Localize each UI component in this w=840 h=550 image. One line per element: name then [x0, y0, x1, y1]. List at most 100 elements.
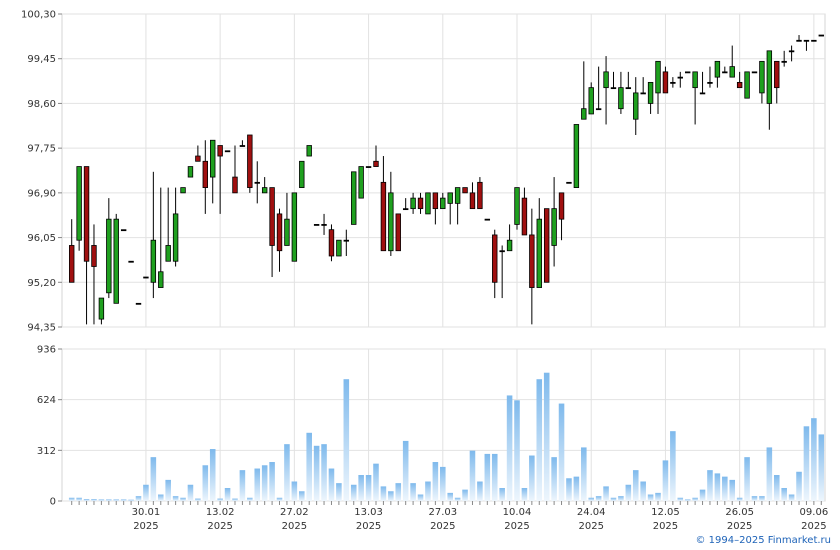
- volume-bar: [581, 447, 587, 501]
- candle: [662, 66, 669, 94]
- candle-body: [180, 187, 186, 194]
- candle: [484, 218, 491, 221]
- price-tick-label: 94,35: [27, 323, 56, 334]
- volume-bar: [328, 468, 335, 501]
- volume-bar: [447, 492, 453, 501]
- candle: [558, 192, 565, 241]
- candle: [736, 71, 743, 89]
- volume-bar: [269, 462, 275, 501]
- volume-bar: [647, 494, 654, 501]
- candle-body: [640, 92, 646, 95]
- volume-bar: [76, 497, 82, 501]
- candle: [83, 166, 90, 325]
- candle-body: [417, 197, 424, 210]
- volume-bar: [217, 498, 223, 501]
- year-tick-label: 2025: [578, 521, 603, 532]
- candle: [536, 198, 542, 288]
- volume-bar: [440, 466, 446, 501]
- candle-body: [143, 276, 149, 279]
- volume-tick-label: 624: [37, 395, 56, 406]
- candle-body: [714, 60, 721, 78]
- candle-body: [106, 218, 112, 294]
- candle-body: [811, 39, 817, 42]
- volume-bar: [358, 475, 364, 501]
- volume-bar: [796, 471, 802, 501]
- volume-bar: [187, 484, 194, 501]
- candle-body: [759, 60, 765, 94]
- candle-body: [276, 213, 283, 252]
- volume-bar: [313, 445, 320, 501]
- candle-body: [440, 197, 446, 210]
- volume-bar: [573, 476, 580, 501]
- date-tick-label: 30.01: [132, 507, 161, 518]
- candle-body: [729, 66, 735, 78]
- volume-bars: [68, 372, 825, 501]
- candle-body: [766, 50, 773, 104]
- candle: [76, 166, 82, 251]
- volume-bar: [291, 481, 298, 501]
- candle-body: [83, 166, 90, 262]
- candle-body: [751, 71, 758, 74]
- volume-bar: [766, 447, 773, 501]
- volume-bar: [247, 497, 253, 501]
- candle: [150, 171, 157, 299]
- candle: [239, 140, 246, 147]
- candle: [135, 302, 142, 305]
- candle: [232, 145, 238, 194]
- volume-bar: [751, 496, 758, 501]
- volume-bar: [632, 470, 639, 501]
- candle: [610, 71, 617, 90]
- candle: [306, 145, 312, 157]
- volume-bar: [165, 479, 171, 501]
- candle: [774, 60, 780, 104]
- volume-bar: [224, 488, 231, 501]
- price-tick-label: 100,30: [21, 10, 56, 21]
- candle: [618, 71, 624, 114]
- candle-body: [172, 213, 179, 262]
- candle-body: [351, 171, 357, 225]
- candle-body: [239, 145, 246, 147]
- candle-body: [484, 218, 491, 221]
- candle: [595, 66, 602, 111]
- candle-body: [781, 60, 787, 63]
- volume-bar: [536, 379, 543, 501]
- volume-bar: [477, 481, 483, 501]
- candle: [677, 71, 683, 88]
- date-tick-label: 27.02: [280, 507, 309, 518]
- candle-body: [462, 187, 468, 194]
- candle-body: [299, 160, 305, 188]
- candle: [521, 187, 528, 236]
- candle: [358, 166, 364, 199]
- candle-body: [210, 139, 216, 178]
- volume-bar: [239, 470, 246, 501]
- candle-body: [454, 187, 461, 204]
- candle-body: [150, 239, 157, 283]
- volume-bar: [566, 478, 572, 501]
- volume-bar: [529, 455, 535, 501]
- volume-bar: [655, 492, 661, 501]
- price-tick-label: 96,90: [27, 188, 56, 199]
- candle: [818, 34, 824, 37]
- volume-tick-label: 0: [50, 497, 56, 508]
- candle: [759, 60, 765, 104]
- candle-body: [343, 239, 350, 242]
- candle: [551, 177, 557, 267]
- volume-bar: [128, 499, 134, 501]
- candle-body: [224, 150, 231, 153]
- candle: [744, 71, 750, 99]
- candle: [543, 208, 550, 283]
- date-tick-label: 13.02: [206, 507, 235, 518]
- candle-body: [261, 187, 268, 194]
- volume-bar: [521, 488, 528, 501]
- year-tick-label: 2025: [282, 521, 307, 532]
- year-tick-label: 2025: [727, 521, 752, 532]
- volume-bar: [306, 432, 312, 501]
- candle: [328, 224, 335, 262]
- volume-bar: [781, 488, 787, 501]
- candle-body: [514, 187, 520, 225]
- volume-bar: [640, 481, 646, 501]
- candle-body: [492, 234, 498, 283]
- candle-body: [581, 108, 587, 120]
- candle-body: [774, 60, 780, 89]
- candle-body: [135, 302, 142, 305]
